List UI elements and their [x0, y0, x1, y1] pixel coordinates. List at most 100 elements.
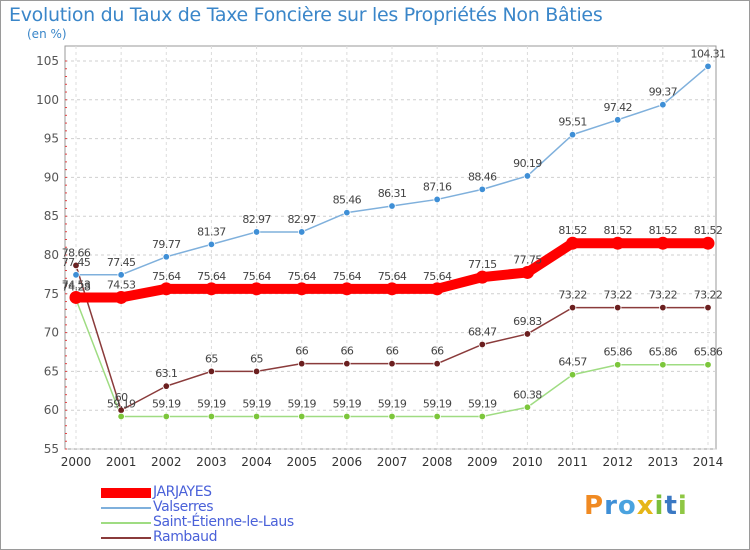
proxiti-logo: Proxiti: [584, 491, 688, 521]
data-label: 90.19: [513, 157, 542, 170]
data-label: 81.52: [558, 224, 587, 237]
data-point: [72, 271, 80, 279]
data-point: [566, 236, 580, 250]
x-tick-label: 2000: [61, 455, 92, 469]
data-label: 99.37: [649, 86, 678, 99]
data-point: [207, 367, 216, 376]
data-label: 59.19: [107, 397, 136, 410]
data-point: [204, 282, 218, 296]
data-label: 75.64: [333, 270, 362, 283]
legend-label: Valserres: [153, 499, 214, 515]
x-tick-label: 2012: [602, 455, 633, 469]
data-point: [475, 270, 489, 284]
data-label: 77.45: [107, 256, 136, 269]
data-point: [117, 412, 125, 421]
data-label: 95.51: [558, 116, 587, 129]
x-tick-label: 2009: [467, 455, 498, 469]
data-label: 66: [340, 345, 353, 358]
legend-item: Rambaud: [101, 530, 361, 545]
data-label: 65: [205, 352, 218, 365]
legend-item: JARJAYES: [101, 485, 361, 500]
data-label: 77.75: [513, 253, 542, 266]
data-point: [433, 359, 441, 368]
y-tick-label: 80: [44, 248, 59, 262]
data-point: [614, 361, 622, 369]
data-label: 86.31: [378, 187, 407, 200]
x-tick-label: 2010: [512, 455, 543, 469]
x-tick-label: 2001: [106, 455, 137, 469]
legend: JARJAYES Valserres Saint-Étienne-le-Laus Ra…: [101, 485, 361, 545]
data-point: [478, 412, 486, 421]
data-point: [252, 228, 261, 236]
x-tick-label: 2014: [693, 455, 724, 469]
y-tick-label: 105: [36, 54, 59, 68]
legend-label: JARJAYES: [153, 484, 212, 500]
data-label: 75.64: [197, 270, 226, 283]
data-label: 59.19: [378, 397, 407, 410]
legend-swatch: [101, 521, 151, 524]
data-point: [298, 359, 306, 368]
data-point: [250, 282, 264, 296]
data-point: [568, 130, 577, 139]
data-point: [659, 303, 667, 312]
data-label: 73.22: [694, 289, 723, 302]
unit-label: (en %): [27, 27, 67, 41]
data-label: 65: [250, 352, 263, 365]
data-label: 75.64: [242, 270, 271, 283]
data-point: [252, 367, 261, 376]
data-label: 73.22: [558, 289, 587, 302]
data-label: 59.19: [333, 397, 362, 410]
x-tick-label: 2005: [286, 455, 317, 469]
data-point: [701, 236, 715, 250]
x-tick-label: 2006: [332, 455, 363, 469]
data-point: [704, 303, 712, 312]
data-label: 74.28: [62, 280, 91, 293]
data-label: 59.19: [152, 397, 181, 410]
data-label: 81.52: [694, 224, 723, 237]
data-point: [704, 62, 712, 71]
data-label: 81.52: [649, 224, 678, 237]
legend-label: Saint-Étienne-le-Laus: [153, 514, 294, 530]
data-point: [162, 382, 170, 390]
data-label: 59.19: [242, 397, 271, 410]
y-tick-label: 55: [44, 442, 59, 456]
data-label: 66: [431, 345, 444, 358]
data-label: 82.97: [287, 213, 316, 226]
data-label: 65.86: [603, 346, 632, 359]
data-point: [659, 100, 667, 109]
data-point: [523, 330, 532, 338]
y-tick-label: 65: [44, 364, 59, 378]
data-label: 59.19: [287, 397, 316, 410]
x-tick-label: 2002: [151, 455, 182, 469]
data-label: 75.64: [378, 270, 407, 283]
y-tick-label: 90: [44, 170, 59, 184]
data-label: 104.31: [691, 47, 726, 60]
data-point: [523, 403, 532, 411]
data-label: 63.1: [155, 367, 177, 380]
legend-swatch: [101, 487, 151, 498]
data-point: [430, 282, 444, 296]
x-tick-label: 2007: [377, 455, 408, 469]
data-label: 79.77: [152, 238, 181, 251]
data-label: 88.46: [468, 170, 497, 183]
data-point: [523, 172, 532, 180]
data-point: [568, 303, 577, 312]
data-label: 97.42: [603, 101, 632, 114]
data-point: [72, 261, 80, 270]
y-tick-label: 75: [44, 287, 59, 301]
data-point: [433, 195, 441, 204]
data-point: [478, 185, 486, 194]
data-point: [614, 116, 622, 124]
data-label: 74.53: [107, 278, 136, 291]
y-tick-label: 70: [44, 326, 59, 340]
data-label: 59.19: [423, 397, 452, 410]
data-label: 59.19: [197, 397, 226, 410]
data-label: 87.16: [423, 180, 452, 193]
data-point: [207, 412, 216, 421]
data-point: [656, 236, 670, 250]
data-label: 82.97: [242, 213, 271, 226]
data-point: [69, 290, 83, 304]
data-point: [340, 282, 354, 296]
data-label: 60.38: [513, 388, 542, 401]
